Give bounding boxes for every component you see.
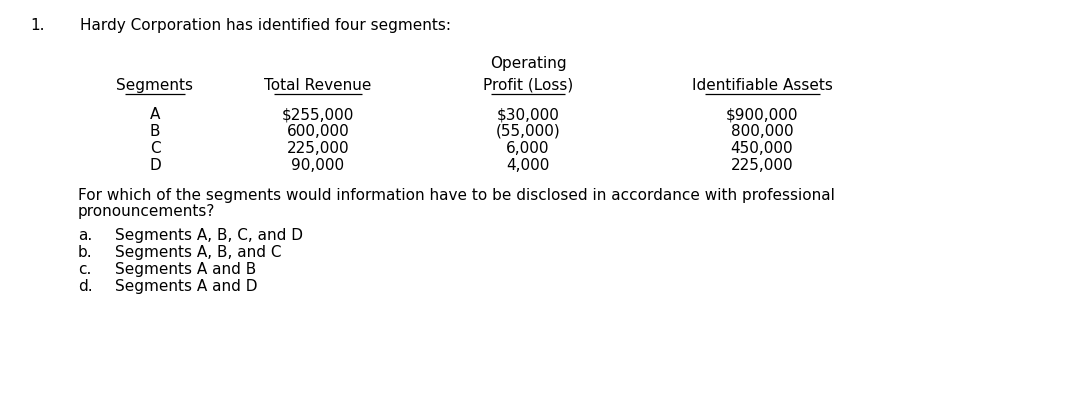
Text: $255,000: $255,000 — [281, 107, 354, 122]
Text: Segments: Segments — [116, 78, 193, 93]
Text: Profit (Loss): Profit (Loss) — [483, 78, 574, 93]
Text: Segments A, B, and C: Segments A, B, and C — [115, 245, 281, 260]
Text: 225,000: 225,000 — [287, 141, 349, 156]
Text: 450,000: 450,000 — [730, 141, 794, 156]
Text: For which of the segments would information have to be disclosed in accordance w: For which of the segments would informat… — [78, 188, 834, 203]
Text: 600,000: 600,000 — [287, 124, 349, 139]
Text: Segments A and D: Segments A and D — [115, 279, 258, 294]
Text: C: C — [149, 141, 160, 156]
Text: 1.: 1. — [30, 18, 44, 33]
Text: (55,000): (55,000) — [495, 124, 561, 139]
Text: a.: a. — [78, 228, 92, 243]
Text: c.: c. — [78, 262, 91, 277]
Text: Identifiable Assets: Identifiable Assets — [692, 78, 832, 93]
Text: Hardy Corporation has identified four segments:: Hardy Corporation has identified four se… — [79, 18, 451, 33]
Text: 6,000: 6,000 — [506, 141, 550, 156]
Text: Segments A and B: Segments A and B — [115, 262, 257, 277]
Text: $900,000: $900,000 — [726, 107, 798, 122]
Text: 800,000: 800,000 — [730, 124, 794, 139]
Text: 90,000: 90,000 — [291, 158, 345, 173]
Text: D: D — [149, 158, 161, 173]
Text: 225,000: 225,000 — [730, 158, 794, 173]
Text: 4,000: 4,000 — [506, 158, 550, 173]
Text: b.: b. — [78, 245, 92, 260]
Text: A: A — [149, 107, 160, 122]
Text: d.: d. — [78, 279, 92, 294]
Text: Total Revenue: Total Revenue — [264, 78, 372, 93]
Text: pronouncements?: pronouncements? — [78, 204, 216, 219]
Text: Operating: Operating — [490, 56, 566, 71]
Text: $30,000: $30,000 — [496, 107, 560, 122]
Text: Segments A, B, C, and D: Segments A, B, C, and D — [115, 228, 303, 243]
Text: B: B — [149, 124, 160, 139]
